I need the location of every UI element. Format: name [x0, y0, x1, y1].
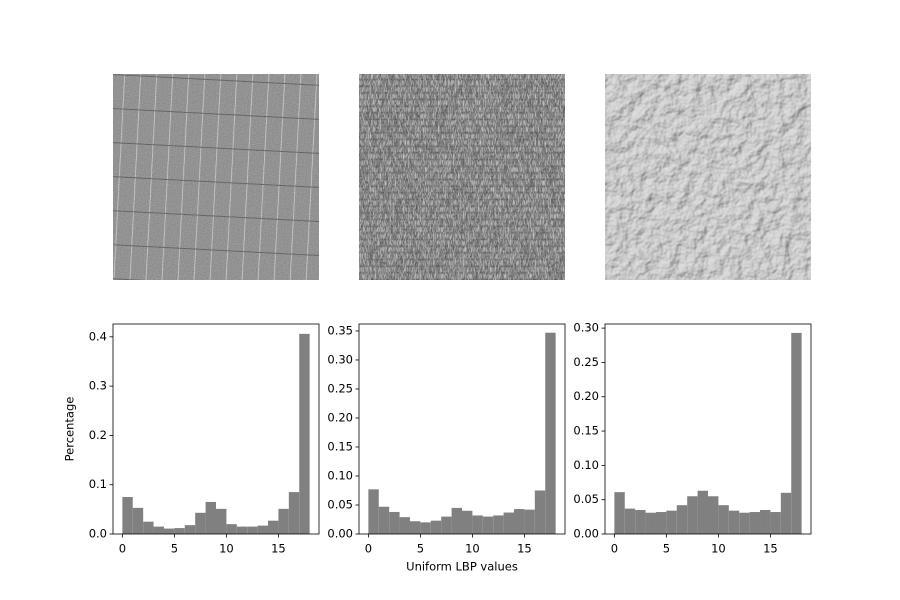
- texture-image: [113, 74, 319, 280]
- axes-frame: [112, 323, 320, 535]
- y-tick-label: 0.1: [89, 477, 107, 491]
- y-tick-label: 0.05: [573, 492, 599, 506]
- y-tick-label: 0.35: [327, 323, 353, 337]
- bar: [770, 512, 781, 534]
- bar: [687, 496, 698, 534]
- y-tick-label: 0.0: [89, 527, 107, 541]
- x-tick-label: 5: [417, 542, 424, 556]
- bar: [482, 516, 494, 534]
- bar: [153, 526, 164, 534]
- x-tick-label: 5: [663, 542, 670, 556]
- bar: [288, 492, 300, 534]
- y-tick-label: 0.25: [327, 381, 353, 395]
- bar: [676, 505, 688, 534]
- y-tick-label: 0.10: [573, 458, 599, 472]
- bar: [514, 509, 525, 534]
- bar: [655, 512, 667, 534]
- bar: [247, 526, 258, 534]
- bar: [697, 490, 708, 534]
- bar: [624, 508, 636, 534]
- x-tick-label: 0: [611, 542, 618, 556]
- bar: [389, 511, 400, 534]
- bar: [545, 332, 556, 534]
- bar: [163, 528, 175, 534]
- bar: [143, 521, 154, 534]
- bar: [409, 521, 421, 534]
- bar: [451, 507, 462, 534]
- y-tick-label: 0.15: [573, 424, 599, 438]
- bar: [299, 333, 310, 534]
- x-tick-label: 15: [763, 542, 778, 556]
- bar: [257, 525, 269, 534]
- x-tick-label: 10: [711, 542, 726, 556]
- x-tick-label: 15: [271, 542, 286, 556]
- bar: [122, 497, 133, 534]
- bar: [708, 496, 719, 534]
- y-tick-label: 0.30: [327, 352, 353, 366]
- x-tick-label: 15: [517, 542, 532, 556]
- bar: [195, 512, 206, 534]
- x-tick-label: 10: [465, 542, 480, 556]
- bar: [739, 512, 750, 534]
- bar: [132, 507, 144, 534]
- y-tick-label: 0.4: [89, 329, 107, 343]
- bar: [184, 525, 196, 534]
- y-axis-label: Percentage: [63, 397, 77, 462]
- y-tick-label: 0.00: [327, 527, 353, 541]
- bar: [493, 515, 504, 534]
- bar: [462, 510, 473, 534]
- y-tick-label: 0.25: [573, 355, 599, 369]
- y-tick-label: 0.30: [573, 321, 599, 335]
- bar: [718, 505, 729, 534]
- axes-frame: [604, 323, 812, 535]
- y-tick-label: 0.05: [327, 497, 353, 511]
- axes-frame: [358, 323, 566, 535]
- bar: [524, 509, 535, 534]
- bar: [216, 508, 227, 534]
- bar: [614, 492, 625, 534]
- y-tick-label: 0.2: [89, 428, 107, 442]
- bar: [205, 501, 216, 534]
- bar: [399, 517, 410, 534]
- bar: [635, 509, 646, 534]
- bar: [236, 526, 248, 534]
- bar: [780, 492, 792, 534]
- bar: [268, 520, 279, 534]
- bar: [226, 524, 237, 534]
- y-tick-label: 0.15: [327, 439, 353, 453]
- bar: [378, 506, 390, 534]
- bar: [503, 512, 515, 534]
- x-tick-label: 0: [365, 542, 372, 556]
- texture-image: [359, 74, 565, 280]
- bar: [430, 520, 442, 534]
- bar: [749, 512, 761, 534]
- bar: [791, 332, 802, 534]
- x-tick-label: 0: [119, 542, 126, 556]
- bar: [472, 515, 483, 534]
- y-tick-label: 0.20: [327, 410, 353, 424]
- bar: [760, 509, 771, 534]
- bar: [420, 522, 431, 534]
- bar: [666, 510, 677, 534]
- x-tick-label: 5: [171, 542, 178, 556]
- bar: [441, 516, 452, 534]
- bar: [728, 510, 740, 534]
- bar: [534, 490, 546, 534]
- y-tick-label: 0.10: [327, 468, 353, 482]
- bar: [368, 489, 379, 534]
- y-tick-label: 0.00: [573, 527, 599, 541]
- bar: [174, 528, 185, 534]
- y-tick-label: 0.3: [89, 379, 107, 393]
- texture-image: [605, 74, 811, 280]
- bar: [645, 512, 656, 534]
- x-axis-label: Uniform LBP values: [406, 560, 518, 574]
- y-tick-label: 0.20: [573, 389, 599, 403]
- x-tick-label: 10: [219, 542, 234, 556]
- bar: [278, 508, 289, 534]
